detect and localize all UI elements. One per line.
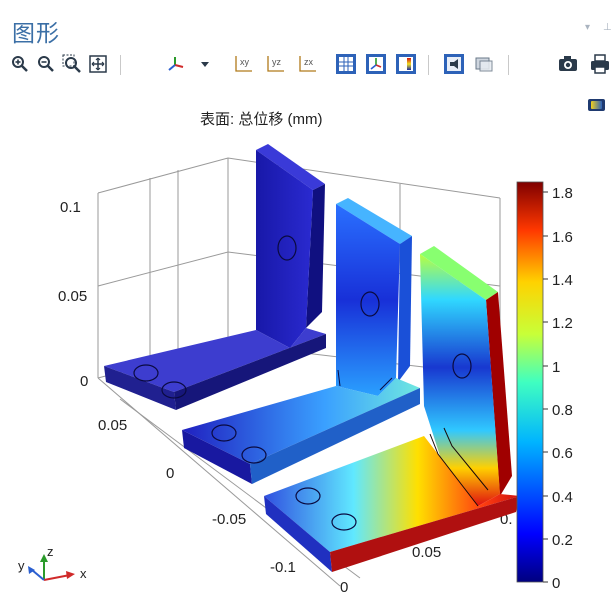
- colorbar-label: 1.2: [552, 315, 573, 332]
- z-tick-label: 0.05: [58, 288, 87, 305]
- show-legends-button[interactable]: [394, 52, 418, 76]
- zoom-in-button[interactable]: [8, 52, 32, 76]
- legend-icon: [396, 54, 416, 74]
- print-icon: [591, 54, 609, 74]
- colorbar-label: 0: [552, 575, 560, 592]
- graphics-plot-area[interactable]: 表面: 总位移 (mm): [0, 86, 616, 612]
- light-icon: [444, 54, 464, 74]
- show-grid-button[interactable]: [334, 52, 358, 76]
- zoom-extents-icon: [89, 55, 107, 73]
- 3d-plot-svg: 0.1 0.05 0 0.05 0 -0.05 -0.1 0 0.05 0.: [18, 144, 573, 596]
- x-tick-label: 0: [166, 465, 174, 482]
- bracket-deformed-medium: [182, 198, 420, 484]
- print-button[interactable]: [588, 52, 612, 76]
- zx-plane-icon: zx: [299, 56, 316, 72]
- pin-icon[interactable]: ⊥: [603, 22, 612, 33]
- toolbar-separator: [508, 55, 509, 75]
- chevron-down-icon: [201, 62, 209, 67]
- camera-icon: [559, 56, 577, 71]
- xy-view-button[interactable]: xy: [232, 52, 256, 76]
- colorbar-label: 1: [552, 359, 560, 376]
- zx-view-button[interactable]: zx: [296, 52, 320, 76]
- yz-label: yz: [272, 57, 282, 67]
- show-axis-button[interactable]: [364, 52, 388, 76]
- palette-icon: [588, 99, 605, 111]
- x-tick-label: -0.1: [270, 559, 296, 576]
- z-tick-label: 0: [80, 373, 88, 390]
- toolbar-separator: [120, 55, 121, 75]
- default-view-button[interactable]: [164, 52, 188, 76]
- xy-plane-icon: xy: [235, 56, 252, 72]
- legend-toggle-button[interactable]: [586, 94, 608, 116]
- graphics-toolbar: xy yz zx: [8, 52, 616, 78]
- plot-title: 表面: 总位移 (mm): [200, 111, 323, 128]
- colorbar-label: 0.6: [552, 445, 573, 462]
- scene-light-button[interactable]: [442, 52, 466, 76]
- dropdown-icon[interactable]: ▾: [585, 22, 591, 33]
- colorbar-label: 0.2: [552, 532, 573, 549]
- grid-icon: [336, 54, 356, 74]
- transparency-button[interactable]: [472, 52, 496, 76]
- y-tick-label: 0.05: [412, 544, 441, 561]
- bracket-deformed-max: [264, 246, 520, 572]
- zoom-in-icon: [12, 56, 28, 72]
- yz-plane-icon: yz: [267, 56, 284, 72]
- image-snapshot-button[interactable]: [556, 52, 580, 76]
- window-title: 图形: [12, 21, 60, 47]
- colorbar-label: 1.4: [552, 272, 573, 289]
- y-tick-label: 0: [340, 579, 348, 596]
- colorbar-label: 0.8: [552, 402, 573, 419]
- triad-z-label: z: [47, 544, 54, 559]
- bracket-undeformed: [104, 144, 326, 410]
- triad-y-label: y: [18, 558, 25, 573]
- transparency-icon: [475, 57, 493, 72]
- axis-triad-icon: z x y: [18, 544, 87, 581]
- colorbar-ticks: [543, 191, 548, 583]
- x-tick-label: -0.05: [212, 511, 246, 528]
- z-tick-label: 0.1: [60, 199, 81, 216]
- colorbar: [516, 181, 544, 583]
- view-dropdown-button[interactable]: [198, 52, 212, 76]
- xy-label: xy: [240, 57, 250, 67]
- yz-view-button[interactable]: yz: [264, 52, 288, 76]
- zoom-box-button[interactable]: [60, 52, 84, 76]
- triad-x-label: x: [80, 566, 87, 581]
- colorbar-label: 1.6: [552, 229, 573, 246]
- axes-view-icon: [168, 57, 184, 71]
- toolbar-separator: [428, 55, 429, 75]
- axis-orientation-icon: [366, 54, 386, 74]
- zoom-box-icon: [62, 54, 81, 73]
- zx-label: zx: [304, 57, 314, 67]
- colorbar-label: 0.4: [552, 489, 573, 506]
- zoom-out-icon: [38, 56, 54, 72]
- colorbar-label: 1.8: [552, 185, 573, 202]
- zoom-extents-button[interactable]: [86, 52, 110, 76]
- x-tick-label: 0.05: [98, 417, 127, 434]
- zoom-out-button[interactable]: [34, 52, 58, 76]
